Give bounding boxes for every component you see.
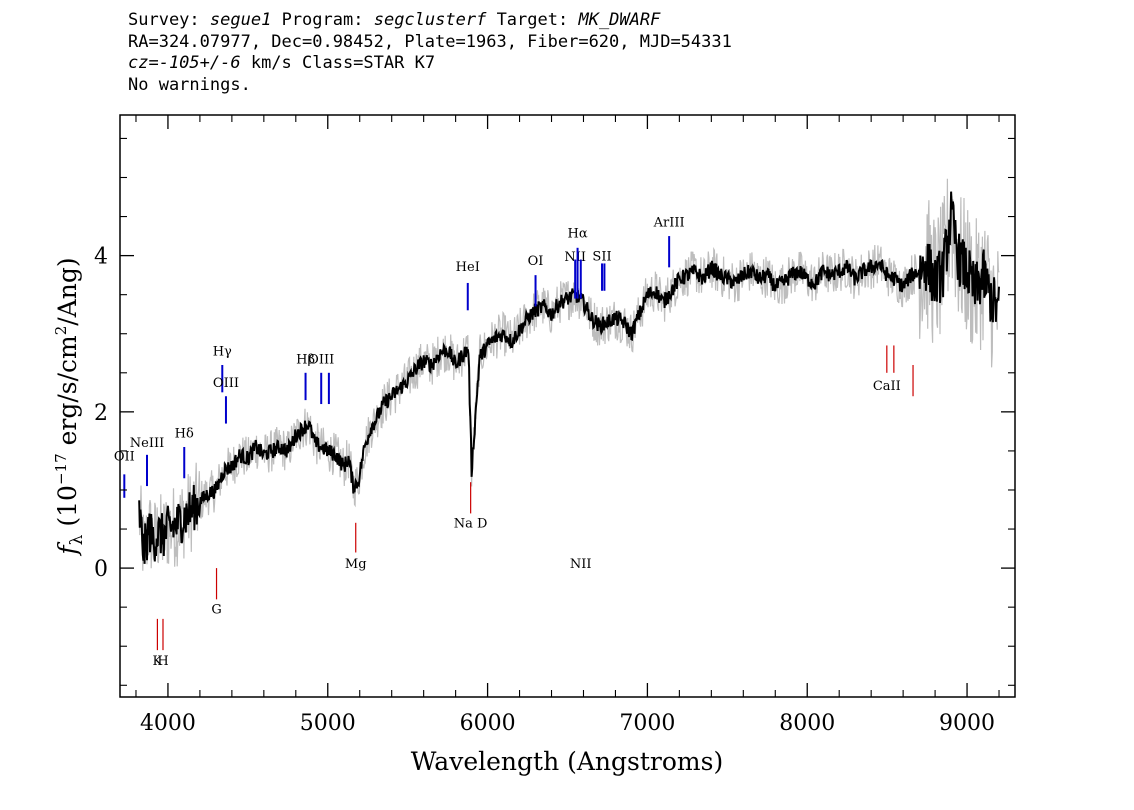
survey-value: segue1 <box>209 10 272 30</box>
y-axis-title-area-exponent: 2 <box>52 326 70 336</box>
line-marker-label: OII <box>114 449 135 464</box>
header-line-warnings: No warnings. <box>128 74 251 95</box>
y-tick-label: 0 <box>94 557 108 582</box>
y-tick-label: 4 <box>94 245 108 270</box>
line-marker-label: K <box>153 654 163 669</box>
program-label: Program: <box>281 10 364 30</box>
line-marker-label: Na D <box>454 516 488 531</box>
survey-label: Survey: <box>128 10 200 30</box>
y-axis-title-units: erg/s/cm <box>53 335 82 453</box>
header-line-coordinates: RA=324.07977, Dec=0.98452, Plate=1963, F… <box>128 31 732 52</box>
y-axis-title-exponent: −17 <box>52 453 70 485</box>
cz-value: cz=-105+/-6 <box>128 53 241 73</box>
axis-ticks: 4000 5000 6000 7000 8000 9000 0 2 4 <box>94 115 1015 736</box>
flux-line <box>138 191 1000 564</box>
line-marker-label: OIII <box>213 376 239 391</box>
line-marker-label: Hδ <box>175 427 194 442</box>
header-line-survey: Survey: segue1 Program: segclusterf Targ… <box>128 10 732 32</box>
program-value: segclusterf <box>373 10 487 30</box>
spectrum-data-layer <box>138 178 1000 571</box>
line-marker-label: OIII <box>308 352 334 367</box>
x-tick-label: 7000 <box>619 711 675 736</box>
x-tick-label: 9000 <box>939 711 995 736</box>
line-marker-label: SII <box>592 249 611 264</box>
x-tick-label: 5000 <box>300 711 356 736</box>
line-marker-label: NeIII <box>130 436 164 451</box>
header-line-redshift: cz=-105+/-6 km/s Class=STAR K7 <box>128 53 732 75</box>
y-axis-title-symbol: f <box>53 542 82 557</box>
line-marker-label: H <box>157 654 168 669</box>
y-axis-title-prefix: (10 <box>53 485 82 535</box>
plot-frame <box>119 114 1016 698</box>
class-value: km/s Class=STAR K7 <box>240 53 436 73</box>
line-marker-label: Mg <box>345 557 367 572</box>
y-axis-title-subscript: λ <box>67 534 87 545</box>
line-marker-label: Hγ <box>213 345 232 360</box>
line-marker-label: HeI <box>456 260 480 275</box>
line-marker-label: NII <box>570 557 592 572</box>
line-marker-label: G <box>211 602 221 617</box>
line-marker-label: OI <box>528 254 544 269</box>
x-tick-label: 6000 <box>460 711 516 736</box>
x-tick-label: 4000 <box>140 711 196 736</box>
y-axis-title-suffix: /Ang) <box>53 257 82 325</box>
target-label: Target: <box>496 10 569 30</box>
spectrum-header: Survey: segue1 Program: segclusterf Targ… <box>128 10 732 96</box>
line-marker-label: ArIII <box>653 216 685 231</box>
x-axis-title: Wavelength (Angstroms) <box>411 747 723 776</box>
error-band <box>138 178 1000 571</box>
x-tick-label: 8000 <box>779 711 835 736</box>
y-axis-title: fλ (10−17 erg/s/cm2/Ang) <box>52 257 87 556</box>
y-tick-label: 2 <box>94 401 108 426</box>
target-value: MK_DWARF <box>578 10 661 30</box>
line-marker-label: Hβ <box>296 352 315 367</box>
line-marker-label: CaII <box>873 379 901 394</box>
line-marker-label: Hα <box>568 227 588 242</box>
line-marker-label: NII <box>564 250 586 265</box>
